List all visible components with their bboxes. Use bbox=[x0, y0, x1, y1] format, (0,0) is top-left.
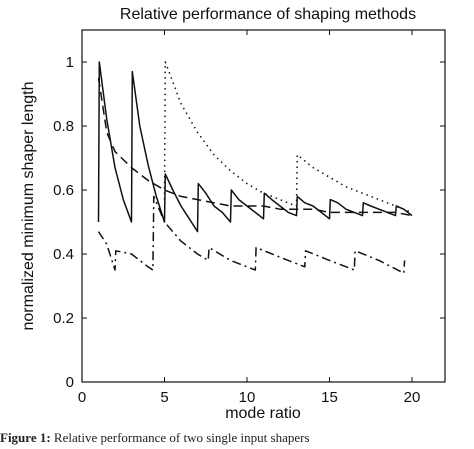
x-tick-label: 10 bbox=[239, 389, 256, 406]
y-tick-label: 0.8 bbox=[53, 118, 74, 135]
y-tick-label: 0.6 bbox=[53, 182, 74, 199]
x-tick-label: 5 bbox=[160, 389, 168, 406]
axis-ticks: 0 5 10 15 20 0 0.2 0.4 0.6 0.8 1 bbox=[53, 30, 445, 406]
y-tick-label: 0 bbox=[66, 374, 74, 391]
plot-frame bbox=[81, 29, 446, 383]
figure-caption: Figure 1: Relative performance of two si… bbox=[0, 430, 474, 449]
y-tick-label: 0.2 bbox=[53, 310, 74, 327]
series-line-dashed bbox=[97, 77, 413, 217]
series-line-solid bbox=[97, 61, 413, 233]
x-tick-label: 20 bbox=[404, 389, 421, 406]
x-axis-title: mode ratio bbox=[225, 405, 301, 422]
series-line-dotted bbox=[163, 61, 413, 214]
series-layer bbox=[97, 61, 413, 274]
x-tick-label: 0 bbox=[78, 389, 86, 406]
y-tick-label: 0.4 bbox=[53, 246, 74, 263]
y-tick-label: 1 bbox=[66, 54, 74, 71]
caption-text: Relative performance of two single input… bbox=[53, 430, 310, 445]
chart: Relative performance of shaping methods … bbox=[20, 6, 446, 422]
chart-title: Relative performance of shaping methods bbox=[120, 6, 416, 23]
y-axis-title: normalized minimum shaper length bbox=[20, 82, 37, 331]
x-tick-label: 15 bbox=[321, 389, 338, 406]
caption-label: Figure 1: bbox=[0, 430, 51, 445]
series-line-dashdot bbox=[97, 195, 406, 274]
